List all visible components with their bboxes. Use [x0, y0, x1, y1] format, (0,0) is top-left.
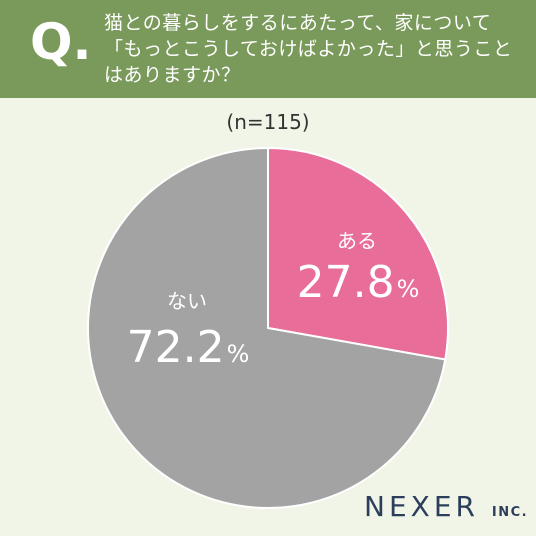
logo-suffix: INC. — [491, 505, 529, 520]
slice-label-nai: ない — [167, 289, 207, 313]
slice-value-aru: 27.8% — [297, 257, 420, 308]
pie-slice-aru — [267, 146, 449, 361]
slice-value-nai: 72.2% — [127, 322, 250, 373]
slice-unit-nai: % — [227, 340, 250, 368]
sample-size: (n=115) — [226, 110, 310, 134]
nexer-logo: NEXER INC. — [364, 490, 528, 530]
slice-label-aru: ある — [337, 229, 377, 253]
pie-slice-nai — [87, 146, 447, 509]
logo-brand: NEXER — [364, 490, 479, 523]
slice-number-nai: 72.2 — [127, 322, 225, 373]
question-text: 猫との暮らしをするにあたって、家について「もっとこうしておけばよかった」と思うこ… — [104, 12, 513, 86]
question-header: Q. 猫との暮らしをするにあたって、家について「もっとこうしておけばよかった」と… — [0, 0, 536, 98]
slice-number-aru: 27.8 — [297, 257, 395, 308]
slice-unit-aru: % — [397, 275, 420, 303]
question-mark: Q. — [30, 13, 92, 71]
